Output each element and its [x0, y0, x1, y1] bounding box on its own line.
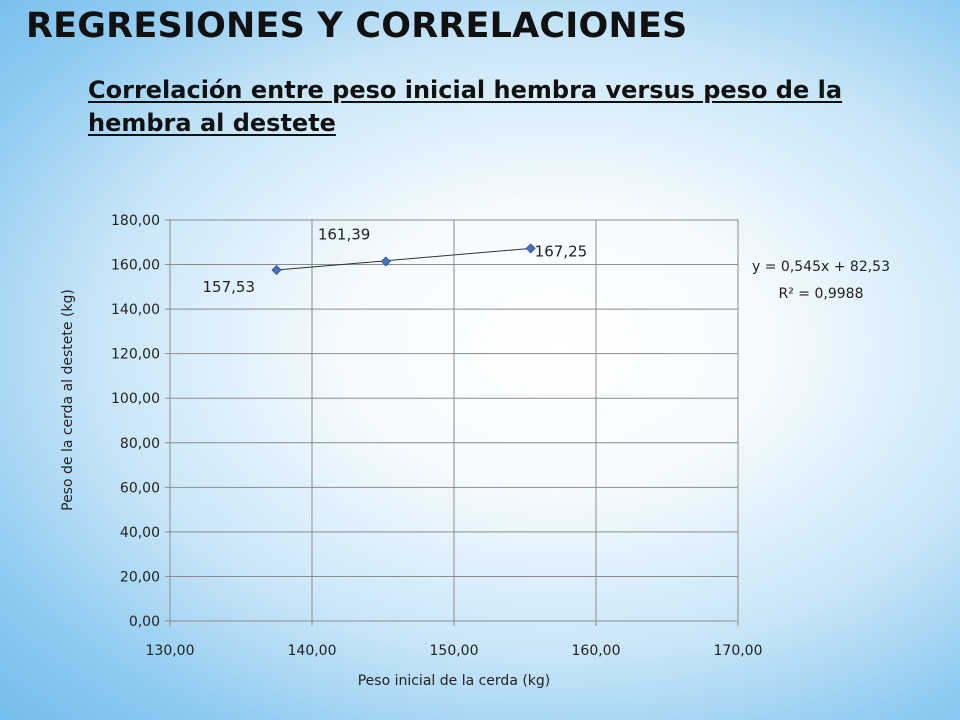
x-tick-label: 130,00 — [146, 643, 195, 659]
y-tick-label: 40,00 — [120, 525, 160, 541]
y-tick-label: 120,00 — [111, 347, 160, 363]
x-tick-label: 150,00 — [430, 643, 479, 659]
trendline-r-squared: R² = 0,9988 — [779, 286, 864, 302]
slide-subtitle: Correlación entre peso inicial hembra ve… — [88, 76, 843, 137]
y-tick-label: 160,00 — [111, 258, 160, 274]
x-tick-label: 170,00 — [714, 643, 763, 659]
x-tick-label: 140,00 — [288, 643, 337, 659]
data-label: 161,39 — [318, 225, 371, 243]
data-labels: 157,53 161,39 167,25 — [203, 225, 588, 296]
y-axis-ticks: 0,00 20,00 40,00 60,00 80,00 100,00 120,00 140,… — [111, 213, 170, 630]
x-axis-ticks: 130,00 140,00 150,00 160,00 170,00 — [146, 621, 763, 659]
data-point — [380, 256, 391, 267]
x-tick-label: 160,00 — [572, 643, 621, 659]
y-tick-label: 100,00 — [111, 391, 160, 407]
data-point — [525, 243, 536, 254]
data-label: 157,53 — [203, 278, 256, 296]
data-label: 167,25 — [535, 242, 588, 260]
y-tick-label: 140,00 — [111, 302, 160, 318]
data-points — [271, 243, 536, 276]
y-tick-label: 0,00 — [129, 614, 160, 630]
chart-grid — [169, 219, 739, 622]
y-tick-label: 20,00 — [120, 569, 160, 585]
trendline — [276, 247, 531, 271]
x-axis-label: Peso inicial de la cerda (kg) — [358, 673, 551, 689]
slide-title: REGRESIONES Y CORRELACIONES — [26, 6, 688, 46]
y-tick-label: 80,00 — [120, 436, 160, 452]
y-tick-label: 180,00 — [111, 213, 160, 229]
y-tick-label: 60,00 — [120, 480, 160, 496]
trendline-equation: y = 0,545x + 82,53 — [752, 259, 890, 275]
y-axis-label: Peso de la cerda al destete (kg) — [60, 289, 76, 511]
data-point — [271, 264, 282, 276]
